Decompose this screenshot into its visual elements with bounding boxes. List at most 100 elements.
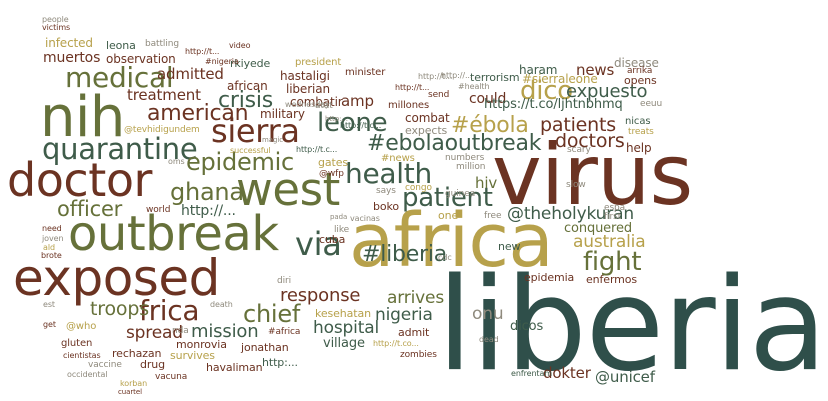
word: people — [42, 15, 69, 24]
word: send — [428, 90, 450, 100]
word: video — [229, 41, 251, 50]
word: #nigeria — [205, 57, 239, 66]
word: arrives — [387, 288, 445, 308]
word: amp — [341, 92, 374, 110]
word: http://... — [441, 71, 473, 80]
word: @wfp — [319, 169, 344, 179]
word: admitted — [157, 65, 224, 83]
word: oms — [168, 157, 185, 166]
word: sierra — [211, 112, 300, 150]
word: nda — [172, 326, 189, 336]
word: medical — [65, 61, 174, 94]
word: cdc — [438, 253, 452, 262]
word: nih — [40, 85, 125, 150]
word: @tevhidigundem — [124, 125, 200, 135]
word: #ébola — [451, 113, 529, 138]
word: expuesto — [566, 81, 648, 102]
word: west — [236, 163, 340, 216]
word: patients — [540, 114, 616, 136]
word: vaccine — [88, 360, 122, 370]
word: #health — [458, 82, 490, 91]
word: battling — [145, 39, 179, 49]
word: africa — [349, 198, 554, 284]
word: millones — [388, 100, 430, 111]
word: fight — [583, 247, 642, 277]
word: mission — [191, 321, 259, 342]
word: admit — [398, 326, 430, 339]
word: @unicef — [595, 368, 655, 386]
word: brote — [41, 251, 62, 260]
word: diri — [277, 276, 292, 286]
word: officer — [57, 197, 123, 221]
word: hospital — [313, 318, 379, 338]
word: doctor — [7, 153, 152, 207]
word: gluten — [61, 338, 93, 349]
word: conquered — [564, 221, 632, 236]
word: ghana — [170, 178, 244, 206]
word: hastaligi — [280, 69, 330, 83]
word: http://... — [181, 203, 236, 219]
word: cientistas — [63, 351, 101, 360]
word: @who — [66, 321, 97, 332]
word: korban — [120, 379, 148, 388]
word: liberia — [437, 251, 827, 400]
word: enfrentam — [511, 369, 553, 378]
word: https://t.co/ljhtnbhmq — [484, 97, 623, 112]
word: onu — [472, 304, 504, 324]
word: new — [498, 240, 521, 253]
word: guinea — [445, 189, 476, 199]
word: #liberia — [362, 242, 448, 267]
word: #sierraleone — [522, 72, 598, 86]
word: drug — [140, 358, 166, 371]
word: #africa — [268, 327, 301, 337]
word: death — [210, 300, 233, 309]
word: hiv — [475, 174, 498, 192]
word: atat — [315, 101, 333, 111]
word: doctors — [555, 130, 625, 152]
word: dokter — [543, 364, 591, 382]
word: rechazan — [112, 347, 162, 360]
word: kesehatan — [315, 307, 371, 320]
word: health — [345, 157, 432, 190]
word: http://t... — [418, 72, 453, 81]
word: outbreak — [68, 206, 279, 262]
word: australia — [573, 232, 646, 252]
word: boko — [373, 200, 399, 213]
word: dead — [479, 335, 499, 344]
word: eeuu — [640, 99, 663, 109]
word: cuartel — [118, 388, 142, 396]
word: could — [469, 91, 507, 107]
word: wednesday — [285, 100, 330, 109]
word: american — [147, 101, 249, 126]
word: troops — [90, 298, 149, 320]
word: free — [484, 211, 502, 221]
word: survives — [170, 349, 215, 362]
word: http://t... — [395, 83, 430, 92]
word: pada — [330, 213, 348, 221]
word: vacuna — [155, 372, 188, 382]
word: gates — [318, 156, 348, 169]
word: enfermos — [586, 273, 638, 286]
word: arrika — [627, 66, 653, 76]
word: military — [260, 107, 305, 121]
word: espa — [604, 203, 626, 213]
word: rkiyede — [230, 57, 271, 70]
word: scary — [567, 145, 591, 155]
word: one — [438, 209, 459, 222]
word: leona — [106, 39, 136, 52]
word: liberian — [286, 82, 330, 96]
word: muertos — [43, 50, 101, 66]
word: epidemic — [186, 148, 294, 176]
word: occidental — [67, 370, 108, 379]
word: combat — [405, 111, 450, 125]
word: http:... — [262, 356, 298, 369]
word: minister — [345, 67, 386, 78]
word: first — [604, 212, 622, 222]
word: chief — [243, 300, 301, 328]
word: havaliman — [206, 361, 263, 374]
word: crisis — [218, 88, 273, 113]
word: dico — [520, 76, 573, 106]
word: leone — [317, 108, 388, 138]
word: says — [376, 186, 396, 196]
word: http://t.co... — [373, 339, 419, 348]
